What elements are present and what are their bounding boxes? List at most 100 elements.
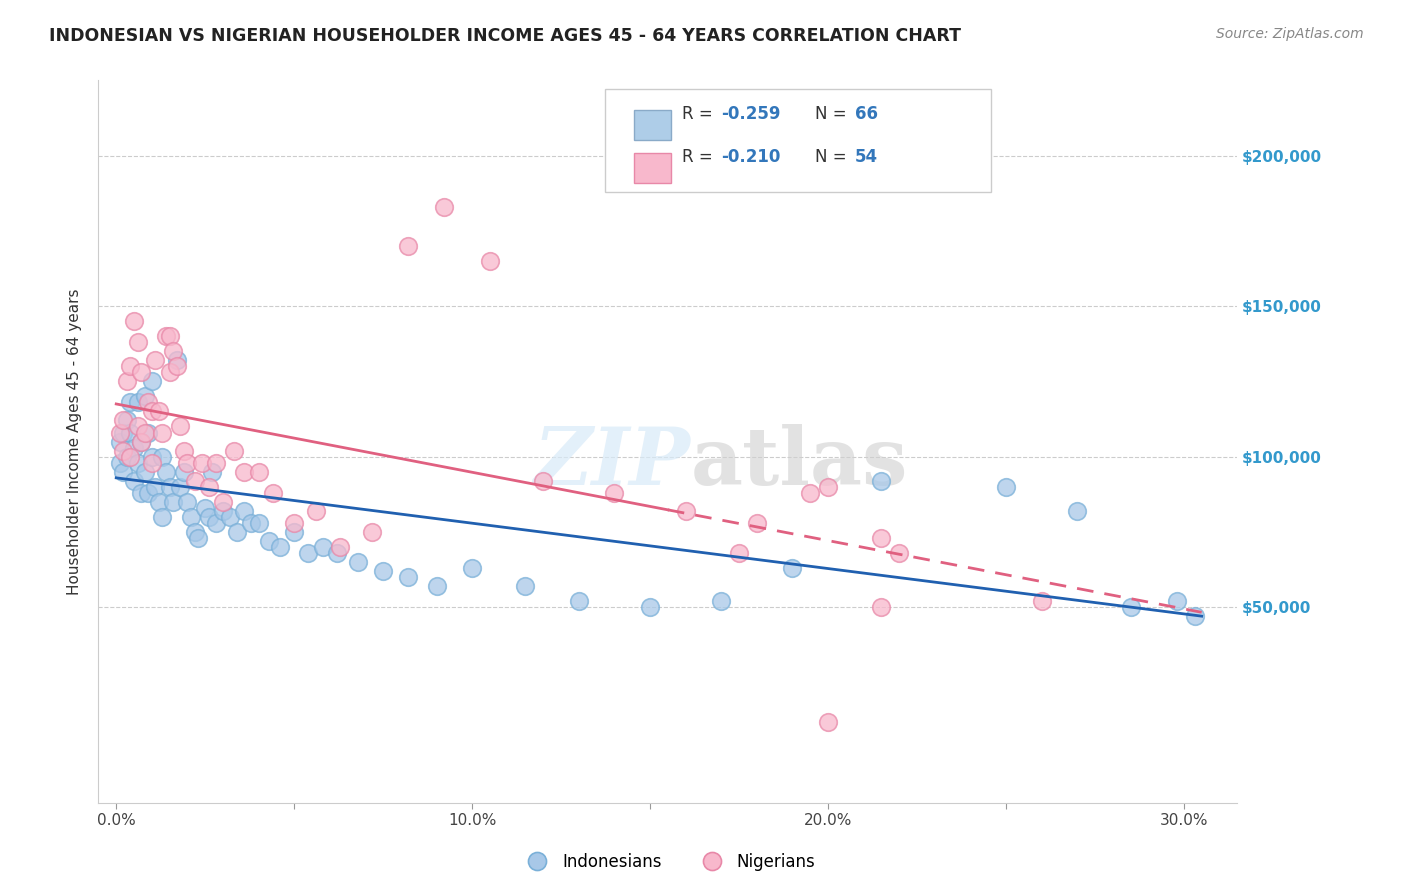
Point bbox=[240, 516, 263, 530]
Text: -0.259: -0.259 bbox=[721, 105, 780, 123]
Point bbox=[183, 524, 205, 539]
Point bbox=[205, 456, 228, 470]
Point bbox=[173, 465, 195, 479]
Text: atlas: atlas bbox=[690, 425, 908, 502]
Point bbox=[169, 419, 191, 434]
Point bbox=[162, 344, 184, 359]
Text: ZIP: ZIP bbox=[534, 425, 690, 502]
Point bbox=[817, 714, 839, 729]
Point bbox=[371, 564, 394, 578]
Text: -0.210: -0.210 bbox=[721, 148, 780, 166]
Point bbox=[1066, 504, 1088, 518]
Point bbox=[478, 253, 501, 268]
Point bbox=[190, 456, 212, 470]
Point bbox=[152, 509, 174, 524]
Point bbox=[166, 353, 188, 368]
Point bbox=[127, 395, 149, 409]
Point bbox=[870, 474, 893, 488]
Point bbox=[134, 465, 156, 479]
Point bbox=[396, 570, 419, 584]
Text: Source: ZipAtlas.com: Source: ZipAtlas.com bbox=[1216, 27, 1364, 41]
Point bbox=[148, 404, 170, 418]
Text: R =: R = bbox=[682, 105, 718, 123]
Point bbox=[326, 546, 349, 560]
Point bbox=[515, 579, 537, 593]
Point bbox=[259, 533, 281, 548]
Point bbox=[433, 200, 456, 214]
Point bbox=[145, 480, 167, 494]
Point bbox=[152, 450, 174, 464]
Legend: Indonesians, Nigerians: Indonesians, Nigerians bbox=[513, 847, 823, 878]
Point bbox=[1119, 600, 1142, 615]
Y-axis label: Householder Income Ages 45 - 64 years: Householder Income Ages 45 - 64 years bbox=[67, 288, 83, 595]
Point bbox=[141, 456, 163, 470]
Point bbox=[283, 516, 305, 530]
Point bbox=[145, 353, 167, 368]
Point bbox=[166, 359, 188, 374]
Point bbox=[173, 443, 195, 458]
Point bbox=[120, 450, 142, 464]
Point bbox=[425, 579, 447, 593]
Point bbox=[122, 314, 145, 328]
Point bbox=[1166, 594, 1188, 608]
Point bbox=[148, 494, 170, 508]
Point bbox=[201, 465, 224, 479]
Point bbox=[136, 425, 159, 440]
Point bbox=[129, 434, 152, 449]
Point bbox=[531, 474, 554, 488]
Point bbox=[159, 480, 181, 494]
Point bbox=[269, 540, 291, 554]
Point bbox=[197, 480, 219, 494]
Point bbox=[194, 500, 217, 515]
Point bbox=[297, 546, 319, 560]
Point bbox=[212, 504, 235, 518]
Point bbox=[120, 359, 142, 374]
Point bbox=[127, 419, 149, 434]
Point bbox=[817, 480, 839, 494]
Text: R =: R = bbox=[682, 148, 718, 166]
Point bbox=[889, 546, 911, 560]
Point bbox=[134, 389, 156, 403]
Point bbox=[129, 365, 152, 379]
Point bbox=[870, 531, 893, 545]
Text: INDONESIAN VS NIGERIAN HOUSEHOLDER INCOME AGES 45 - 64 YEARS CORRELATION CHART: INDONESIAN VS NIGERIAN HOUSEHOLDER INCOM… bbox=[49, 27, 962, 45]
Text: 54: 54 bbox=[855, 148, 877, 166]
Point bbox=[127, 335, 149, 350]
Point bbox=[197, 509, 219, 524]
Point bbox=[361, 524, 384, 539]
Point bbox=[112, 465, 135, 479]
Point bbox=[122, 474, 145, 488]
Point bbox=[112, 413, 135, 427]
Point bbox=[283, 524, 305, 539]
Point bbox=[108, 434, 131, 449]
Point bbox=[176, 494, 198, 508]
Point bbox=[162, 494, 184, 508]
Point bbox=[728, 546, 751, 560]
Point bbox=[799, 485, 821, 500]
Point bbox=[136, 485, 159, 500]
Point bbox=[187, 531, 209, 545]
Point bbox=[108, 425, 131, 440]
Point bbox=[222, 443, 245, 458]
Point bbox=[120, 425, 142, 440]
Point bbox=[311, 540, 333, 554]
Point bbox=[675, 504, 697, 518]
Point bbox=[122, 441, 145, 455]
Point bbox=[112, 425, 135, 440]
Point bbox=[233, 465, 256, 479]
Point bbox=[155, 465, 177, 479]
Point bbox=[638, 600, 661, 615]
Point bbox=[112, 443, 135, 458]
Point bbox=[212, 494, 235, 508]
Point bbox=[603, 485, 626, 500]
Point bbox=[233, 504, 256, 518]
Point bbox=[247, 516, 270, 530]
Point bbox=[152, 425, 174, 440]
Text: N =: N = bbox=[815, 148, 852, 166]
Point bbox=[115, 450, 138, 464]
Point bbox=[129, 434, 152, 449]
Point bbox=[329, 540, 352, 554]
Point bbox=[782, 561, 804, 575]
Point bbox=[115, 413, 138, 427]
Point bbox=[141, 450, 163, 464]
